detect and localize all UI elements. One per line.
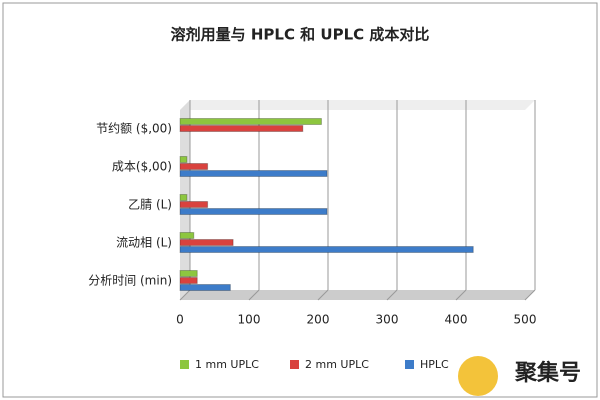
x-tick-label: 200	[307, 313, 330, 327]
x-tick-label: 100	[238, 313, 261, 327]
y-tick-label: 流动相 (L)	[116, 236, 172, 250]
bar	[179, 270, 198, 277]
x-tick-label: 400	[445, 313, 468, 327]
chart-title: 溶剂用量与 HPLC 和 UPLC 成本对比	[171, 26, 430, 44]
legend-label: 1 mm UPLC	[195, 358, 259, 371]
bar	[179, 246, 474, 253]
y-tick-label: 成本($,00)	[112, 160, 172, 174]
y-tick-label: 乙腈 (L)	[128, 198, 172, 212]
bar	[179, 156, 188, 163]
y-tick-label: 节约额 ($,00)	[96, 121, 172, 136]
legend-swatch	[405, 360, 414, 369]
grid-line	[179, 289, 191, 301]
x-tick-label: 500	[514, 313, 537, 327]
bar	[179, 284, 231, 291]
bar	[179, 163, 209, 170]
legend-label: HPLC	[420, 358, 449, 371]
plot-top	[180, 100, 535, 110]
plot-floor	[180, 290, 535, 300]
grid-line	[317, 289, 329, 301]
grid-line	[386, 289, 398, 301]
bar	[179, 125, 304, 132]
bar	[179, 118, 322, 125]
watermark-logo	[458, 356, 498, 396]
legend-swatch	[180, 360, 189, 369]
bar	[179, 277, 198, 284]
legend-label: 2 mm UPLC	[305, 358, 369, 371]
legend-swatch	[290, 360, 299, 369]
bar	[179, 239, 234, 246]
watermark: 聚集号	[514, 360, 581, 386]
grid-line	[524, 289, 536, 301]
bar	[179, 232, 195, 239]
bar	[179, 201, 209, 208]
bar	[179, 170, 328, 177]
grid-line	[248, 289, 260, 301]
x-tick-label: 0	[176, 313, 184, 327]
bar	[179, 208, 328, 215]
bar	[179, 194, 188, 201]
y-tick-label: 分析时间 (min)	[88, 274, 172, 288]
grid-line	[455, 289, 467, 301]
x-tick-label: 300	[376, 313, 399, 327]
